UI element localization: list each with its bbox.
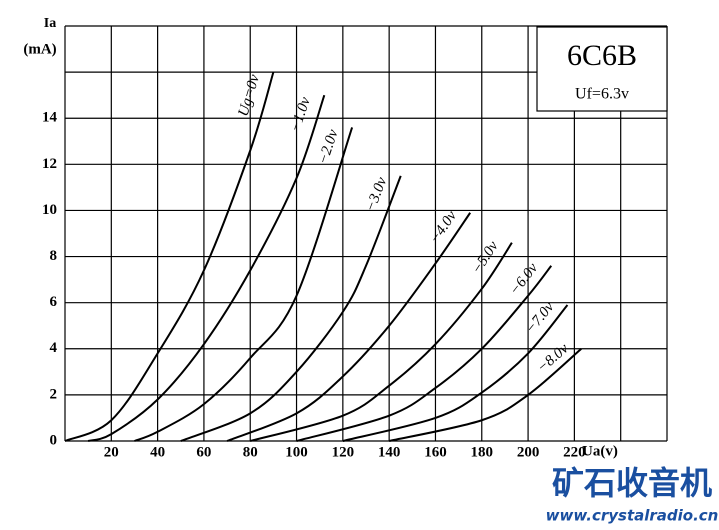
curve [226,212,472,442]
x-axis-label: Ua(v) [582,443,618,459]
chart-subtitle: Uf=6.3v [575,86,629,103]
curve [388,348,582,442]
curve [296,265,553,442]
y-tick-label: 8 [50,248,58,264]
x-tick-label: 120 [332,444,355,460]
grid: 20 40 60 80 100 120 140 160 180 200 220 0 2 4 6 8 10 12 14 [42,25,668,460]
x-tick-label: 200 [517,444,540,460]
x-tick-label: 40 [150,444,165,460]
y-axis-label: Ia [44,16,56,31]
y-tick-label: 10 [42,202,57,218]
x-tick-label: 220 [563,444,586,460]
y-axis-unit: (mA) [23,41,56,57]
y-tick-label: 6 [50,294,58,310]
x-tick-label: 60 [196,444,211,460]
curve [180,175,402,442]
curve [64,71,275,442]
x-tick-label: 100 [285,444,308,460]
y-tick-label: 12 [42,156,57,172]
title-box [536,26,668,112]
x-tick-label: 140 [378,444,401,460]
y-tick-label: 14 [42,110,58,126]
x-tick-label: 180 [471,444,494,460]
watermark-name: 矿石收音机 [552,464,712,502]
x-tick-label: 160 [424,444,447,460]
curve [134,127,354,442]
y-tick-label: 4 [50,340,58,356]
curve [87,94,326,442]
curve [249,242,513,442]
y-tick-label: 0 [50,432,58,448]
watermark-url: www.crystalradio.cn [546,507,719,525]
chart-title: 6C6B [567,39,637,72]
x-tick-label: 80 [243,444,258,460]
y-tick-label: 2 [50,386,58,402]
x-tick-label: 20 [104,444,119,460]
curve [342,304,569,442]
